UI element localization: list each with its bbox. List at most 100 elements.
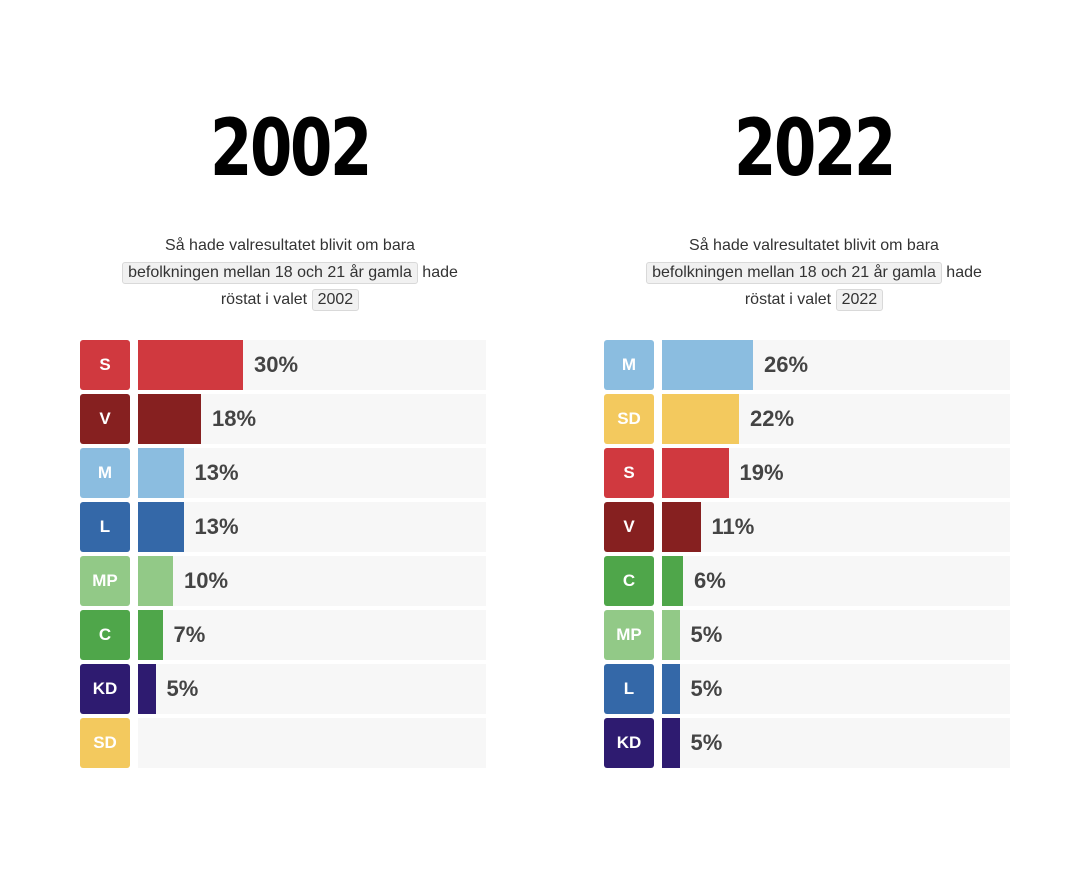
bar-track (138, 718, 486, 768)
bar-row: L 13% (80, 502, 486, 552)
bar-track: 22% (662, 394, 1010, 444)
bar-row: MP 5% (604, 610, 1010, 660)
party-badge: V (80, 394, 130, 444)
chart-subtitle: Så hade valresultatet blivit om bara bef… (80, 232, 500, 313)
bar-track: 19% (662, 448, 1010, 498)
bar-track: 26% (662, 340, 1010, 390)
data-label: 5% (690, 676, 723, 701)
bar (662, 556, 683, 606)
year-heading: 2022 (734, 104, 896, 194)
bar-track: 5% (662, 610, 1010, 660)
bar (662, 394, 739, 444)
subtitle-line-1: Så hade valresultatet blivit om bara (689, 237, 939, 254)
data-label: 5% (690, 730, 723, 755)
subtitle-hade-text: hade (422, 264, 458, 281)
party-badge: V (604, 502, 654, 552)
bar-track: 10% (138, 556, 486, 606)
bar (138, 502, 184, 552)
year-selector-chip[interactable]: 2002 (311, 289, 360, 311)
party-badge: M (604, 340, 654, 390)
bar-row: SD (80, 718, 486, 768)
bar-track: 30% (138, 340, 486, 390)
bar-row: C 7% (80, 610, 486, 660)
bar-track: 6% (662, 556, 1010, 606)
data-label: 7% (173, 622, 206, 647)
bar-row: S 30% (80, 340, 486, 390)
party-badge: C (604, 556, 654, 606)
data-label: 22% (750, 406, 795, 431)
bar-row: MP 10% (80, 556, 486, 606)
party-badge: C (80, 610, 130, 660)
party-badge: MP (80, 556, 130, 606)
party-badge: MP (604, 610, 654, 660)
bar (138, 610, 163, 660)
bar-track: 5% (662, 664, 1010, 714)
bar-chart: M 26% SD 22% S 19% V 11% C 6% MP 5% L 5% KD 5% (604, 340, 1010, 772)
data-label: 13% (194, 514, 239, 539)
bar-row: S 19% (604, 448, 1010, 498)
subtitle-line-3: röstat i valet 2002 (80, 286, 500, 313)
subtitle-rostat-text: röstat i valet (220, 291, 308, 308)
subtitle-line-2: befolkningen mellan 18 och 21 år gamla h… (604, 259, 1024, 286)
bar-track: 5% (138, 664, 486, 714)
panel-2022: 2022 Så hade valresultatet blivit om bar… (604, 0, 1024, 875)
party-badge: SD (80, 718, 130, 768)
bar-track: 13% (138, 448, 486, 498)
bar-track: 5% (662, 718, 1010, 768)
subtitle-hade-text: hade (946, 264, 982, 281)
party-badge: S (80, 340, 130, 390)
bar (138, 340, 243, 390)
data-label: 30% (254, 352, 299, 377)
bar-track: 7% (138, 610, 486, 660)
data-label: 19% (739, 460, 784, 485)
bar (662, 502, 701, 552)
bar-track: 18% (138, 394, 486, 444)
year-selector-chip[interactable]: 2022 (835, 289, 884, 311)
subtitle-line-3: röstat i valet 2022 (604, 286, 1024, 313)
data-label: 6% (694, 568, 726, 593)
bar-track: 13% (138, 502, 486, 552)
data-label: 18% (212, 406, 257, 431)
bar-row: KD 5% (604, 718, 1010, 768)
bar-row: V 18% (80, 394, 486, 444)
party-badge: L (604, 664, 654, 714)
group-selector-chip[interactable]: befolkningen mellan 18 och 21 år gamla (122, 262, 418, 284)
data-label: 5% (690, 622, 723, 647)
bar-row: SD 22% (604, 394, 1010, 444)
bar (662, 610, 680, 660)
group-selector-chip[interactable]: befolkningen mellan 18 och 21 år gamla (646, 262, 942, 284)
subtitle-line-2: befolkningen mellan 18 och 21 år gamla h… (80, 259, 500, 286)
party-badge: KD (604, 718, 654, 768)
bar (662, 718, 680, 768)
bar-row: V 11% (604, 502, 1010, 552)
bar (138, 448, 184, 498)
panel-2002: 2002 Så hade valresultatet blivit om bar… (80, 0, 500, 875)
data-label: 11% (711, 514, 755, 539)
party-badge: SD (604, 394, 654, 444)
bar-row: M 13% (80, 448, 486, 498)
bar-row: C 6% (604, 556, 1010, 606)
bar (138, 556, 173, 606)
data-label: 10% (184, 568, 229, 593)
bar (662, 448, 729, 498)
bar-row: KD 5% (80, 664, 486, 714)
bar-track: 11% (662, 502, 1010, 552)
party-badge: KD (80, 664, 130, 714)
subtitle-line-1: Så hade valresultatet blivit om bara (165, 237, 415, 254)
bar-chart: S 30% V 18% M 13% L 13% MP 10% C 7% KD 5% SD (80, 340, 486, 772)
chart-subtitle: Så hade valresultatet blivit om bara bef… (604, 232, 1024, 313)
data-label: 5% (166, 676, 199, 701)
data-label: 26% (764, 352, 809, 377)
bar (662, 340, 753, 390)
party-badge: L (80, 502, 130, 552)
bar-row: M 26% (604, 340, 1010, 390)
data-label: 13% (194, 460, 239, 485)
party-badge: M (80, 448, 130, 498)
bar-row: L 5% (604, 664, 1010, 714)
bar (138, 394, 201, 444)
party-badge: S (604, 448, 654, 498)
bar (138, 664, 156, 714)
subtitle-rostat-text: röstat i valet (744, 291, 832, 308)
bar (662, 664, 680, 714)
year-heading: 2002 (210, 104, 372, 194)
